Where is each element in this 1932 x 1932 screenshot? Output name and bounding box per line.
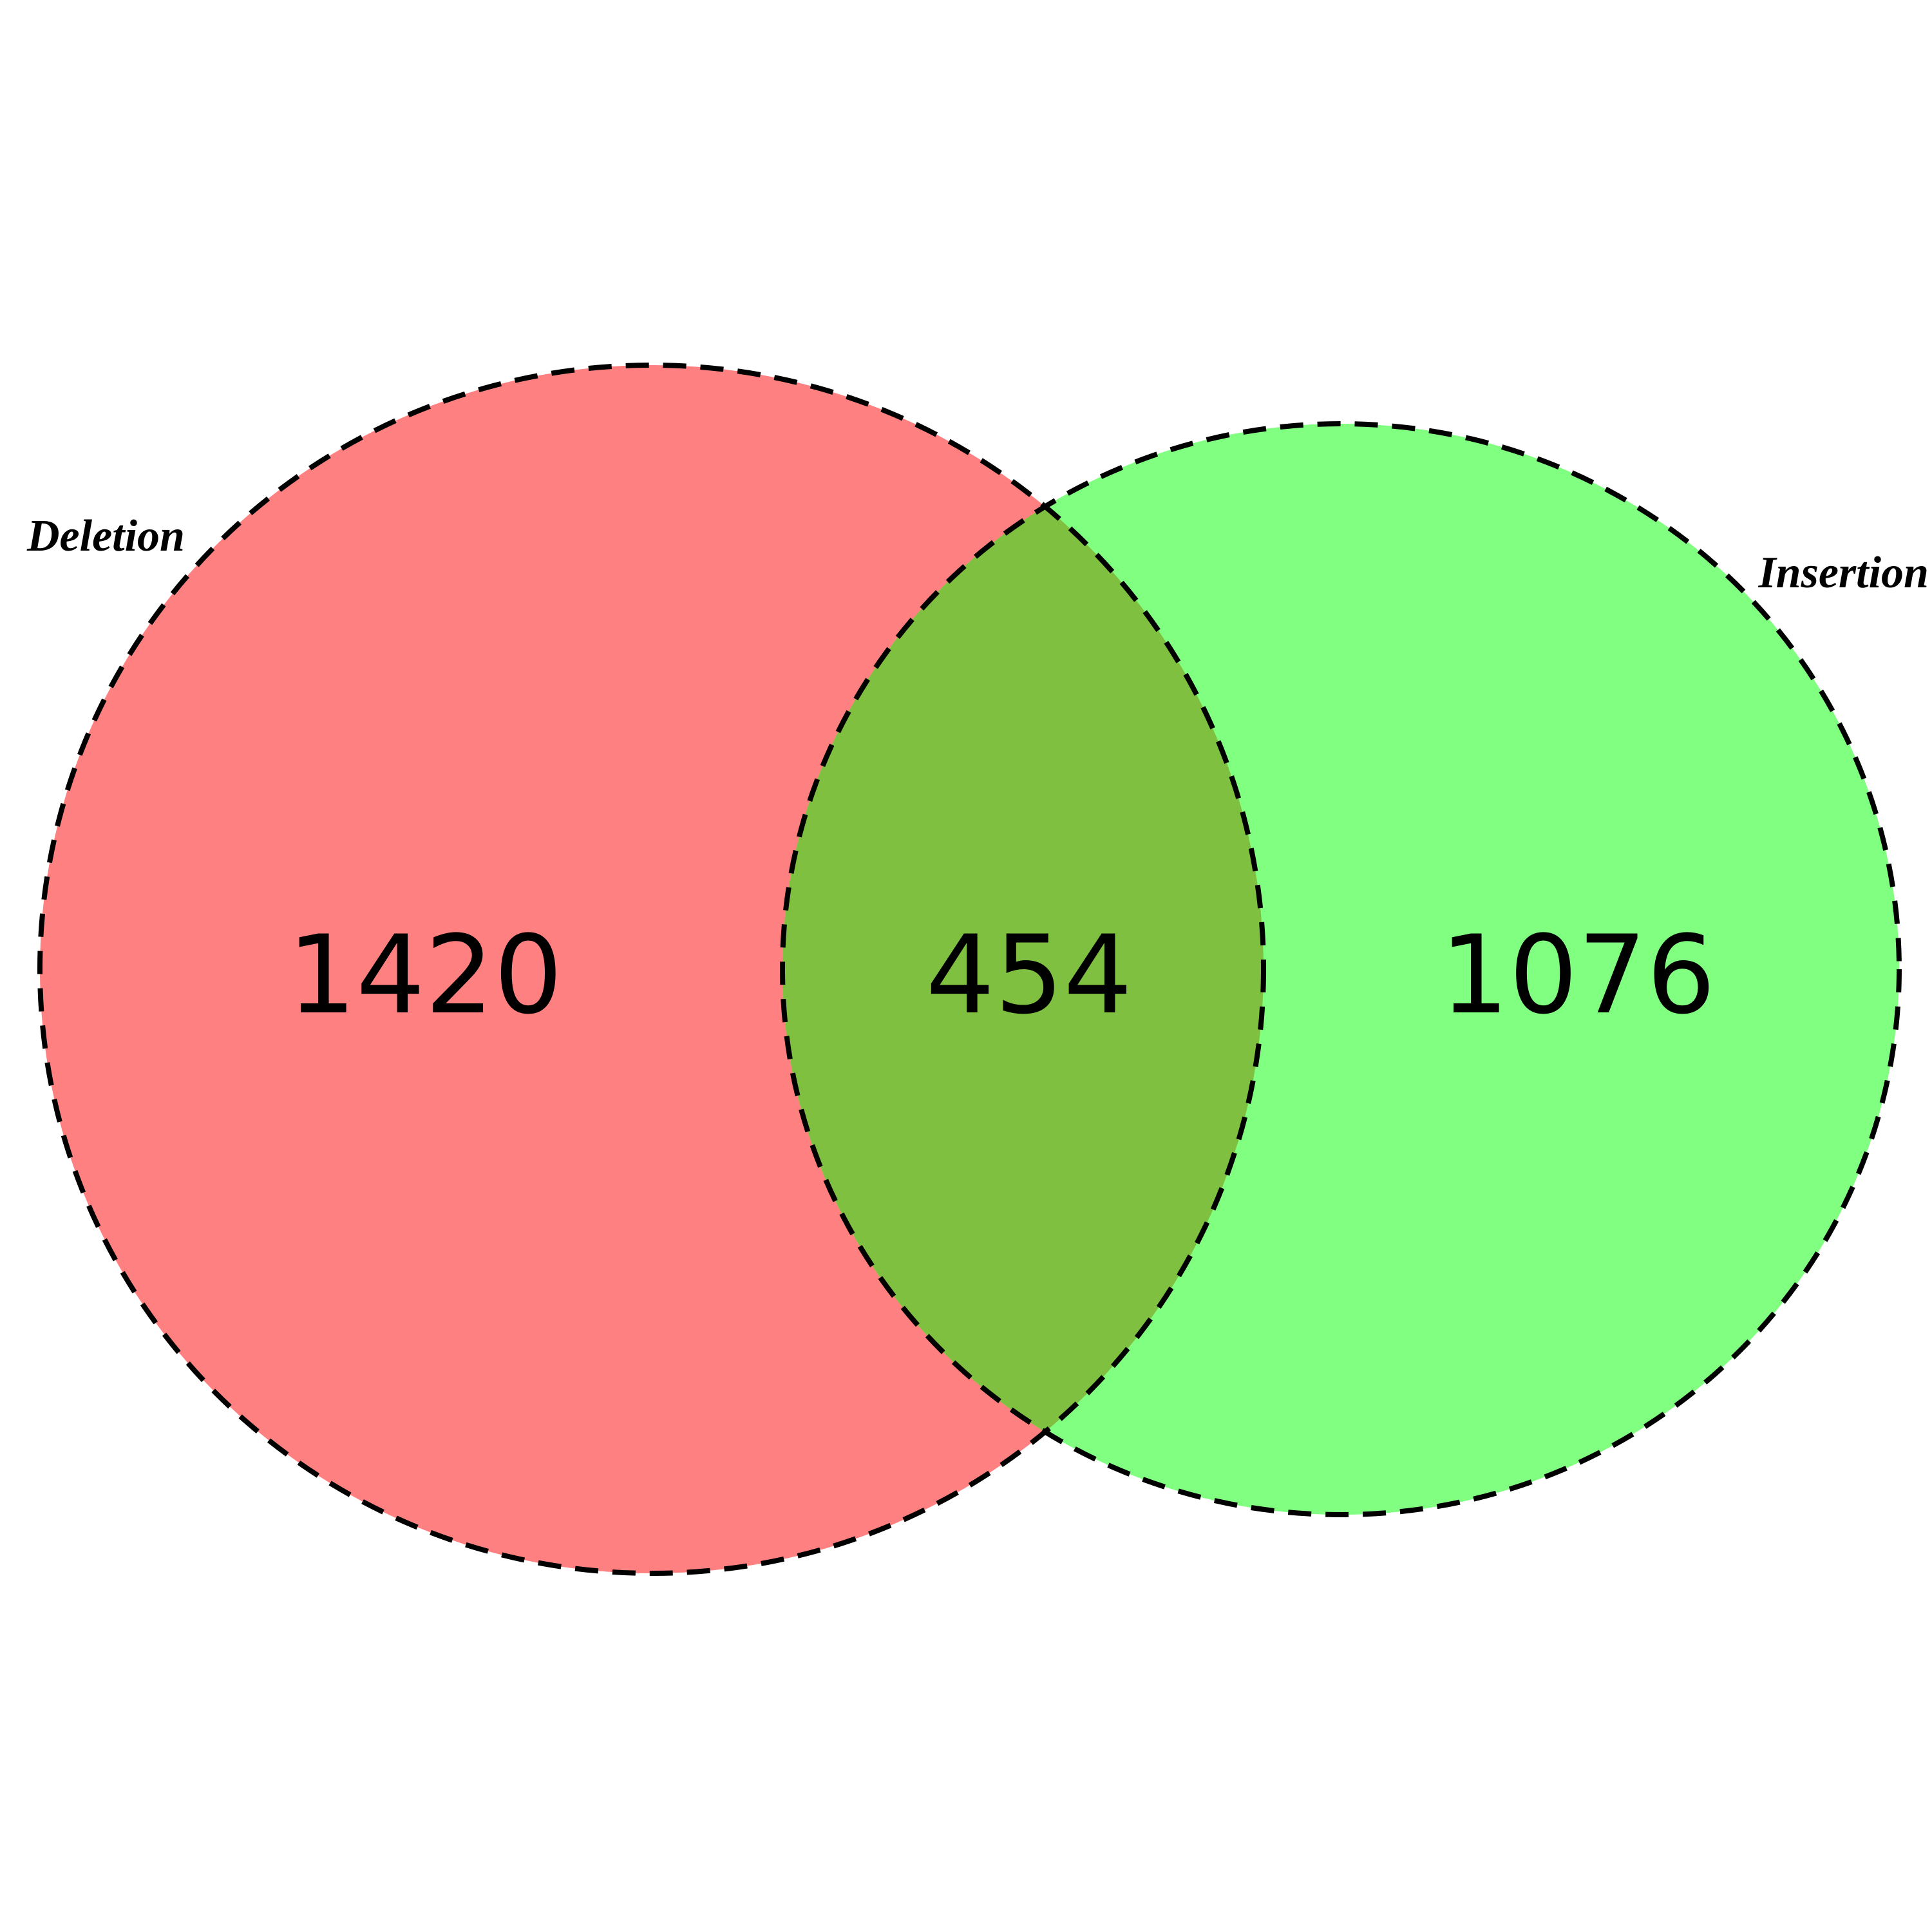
deletion-only-count: 1420 xyxy=(287,912,563,1038)
insertion-set-label: Insertion xyxy=(1757,548,1929,598)
deletion-set-outline xyxy=(37,363,1266,1576)
insertion-only-count: 1076 xyxy=(1440,912,1716,1038)
deletion-set-label: Deletion xyxy=(26,511,185,561)
insertion-set-outline xyxy=(780,421,1902,1517)
overlap-region-fill xyxy=(782,424,1264,1515)
intersection-count: 454 xyxy=(926,912,1133,1038)
